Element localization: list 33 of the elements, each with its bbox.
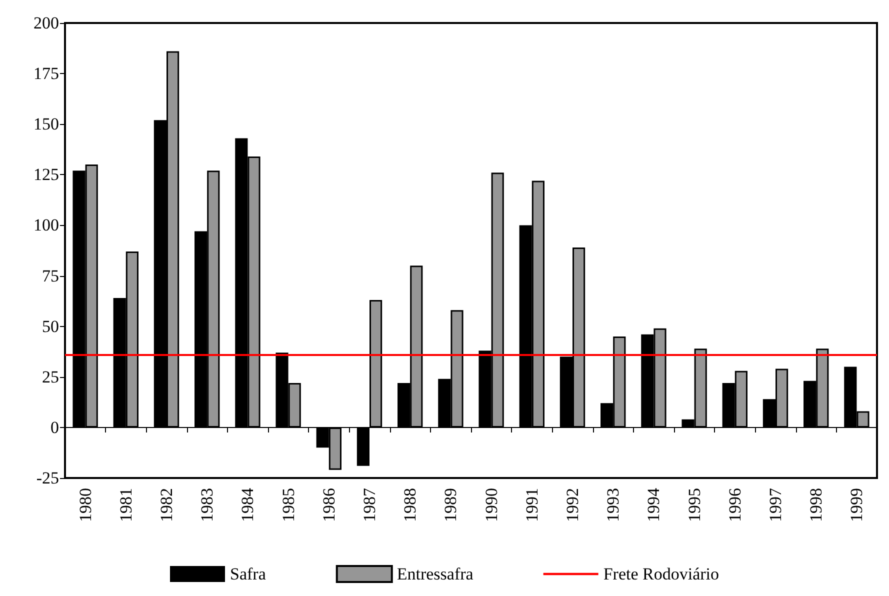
y-tick-label: 0 xyxy=(50,418,59,437)
x-tick-label: 1983 xyxy=(198,488,217,522)
legend-label: Entressafra xyxy=(396,564,474,584)
y-tick-label: 200 xyxy=(34,14,59,32)
y-tick-label: 100 xyxy=(34,216,59,235)
x-tick-label: 1982 xyxy=(157,488,176,522)
x-tick-label: 1989 xyxy=(441,488,460,522)
y-tick-label: 150 xyxy=(34,114,59,134)
x-tick-label: 1990 xyxy=(482,488,501,522)
x-tick-label: 1993 xyxy=(604,488,623,522)
x-tick-label: 1999 xyxy=(847,488,866,522)
x-tick-label: 1994 xyxy=(644,488,664,522)
y-tick-label: 25 xyxy=(42,367,59,386)
x-tick-label: 1995 xyxy=(684,488,704,522)
x-tick-label: 1984 xyxy=(238,488,258,522)
x-tick-label: 1991 xyxy=(522,488,542,522)
x-tick-label: 1980 xyxy=(76,488,95,522)
x-tick-label: 1986 xyxy=(319,488,338,522)
y-tick-label: -25 xyxy=(36,468,59,488)
x-tick-label: 1985 xyxy=(278,488,298,522)
x-tick-label: 1998 xyxy=(806,488,826,522)
y-tick-label: 175 xyxy=(34,64,59,84)
y-tick-label: 125 xyxy=(34,165,59,184)
x-tick-label: 1981 xyxy=(116,488,136,522)
x-tick-label: 1996 xyxy=(725,488,744,522)
legend-label: Safra xyxy=(230,564,266,584)
legend-label: Frete Rodoviário xyxy=(603,564,719,584)
x-tick-label: 1988 xyxy=(400,488,420,522)
x-tick-label: 1997 xyxy=(766,488,785,522)
x-tick-label: 1987 xyxy=(360,488,379,522)
x-tick-label: 1992 xyxy=(563,488,582,522)
y-tick-label: 50 xyxy=(42,316,59,336)
y-tick-label: 75 xyxy=(42,266,59,286)
